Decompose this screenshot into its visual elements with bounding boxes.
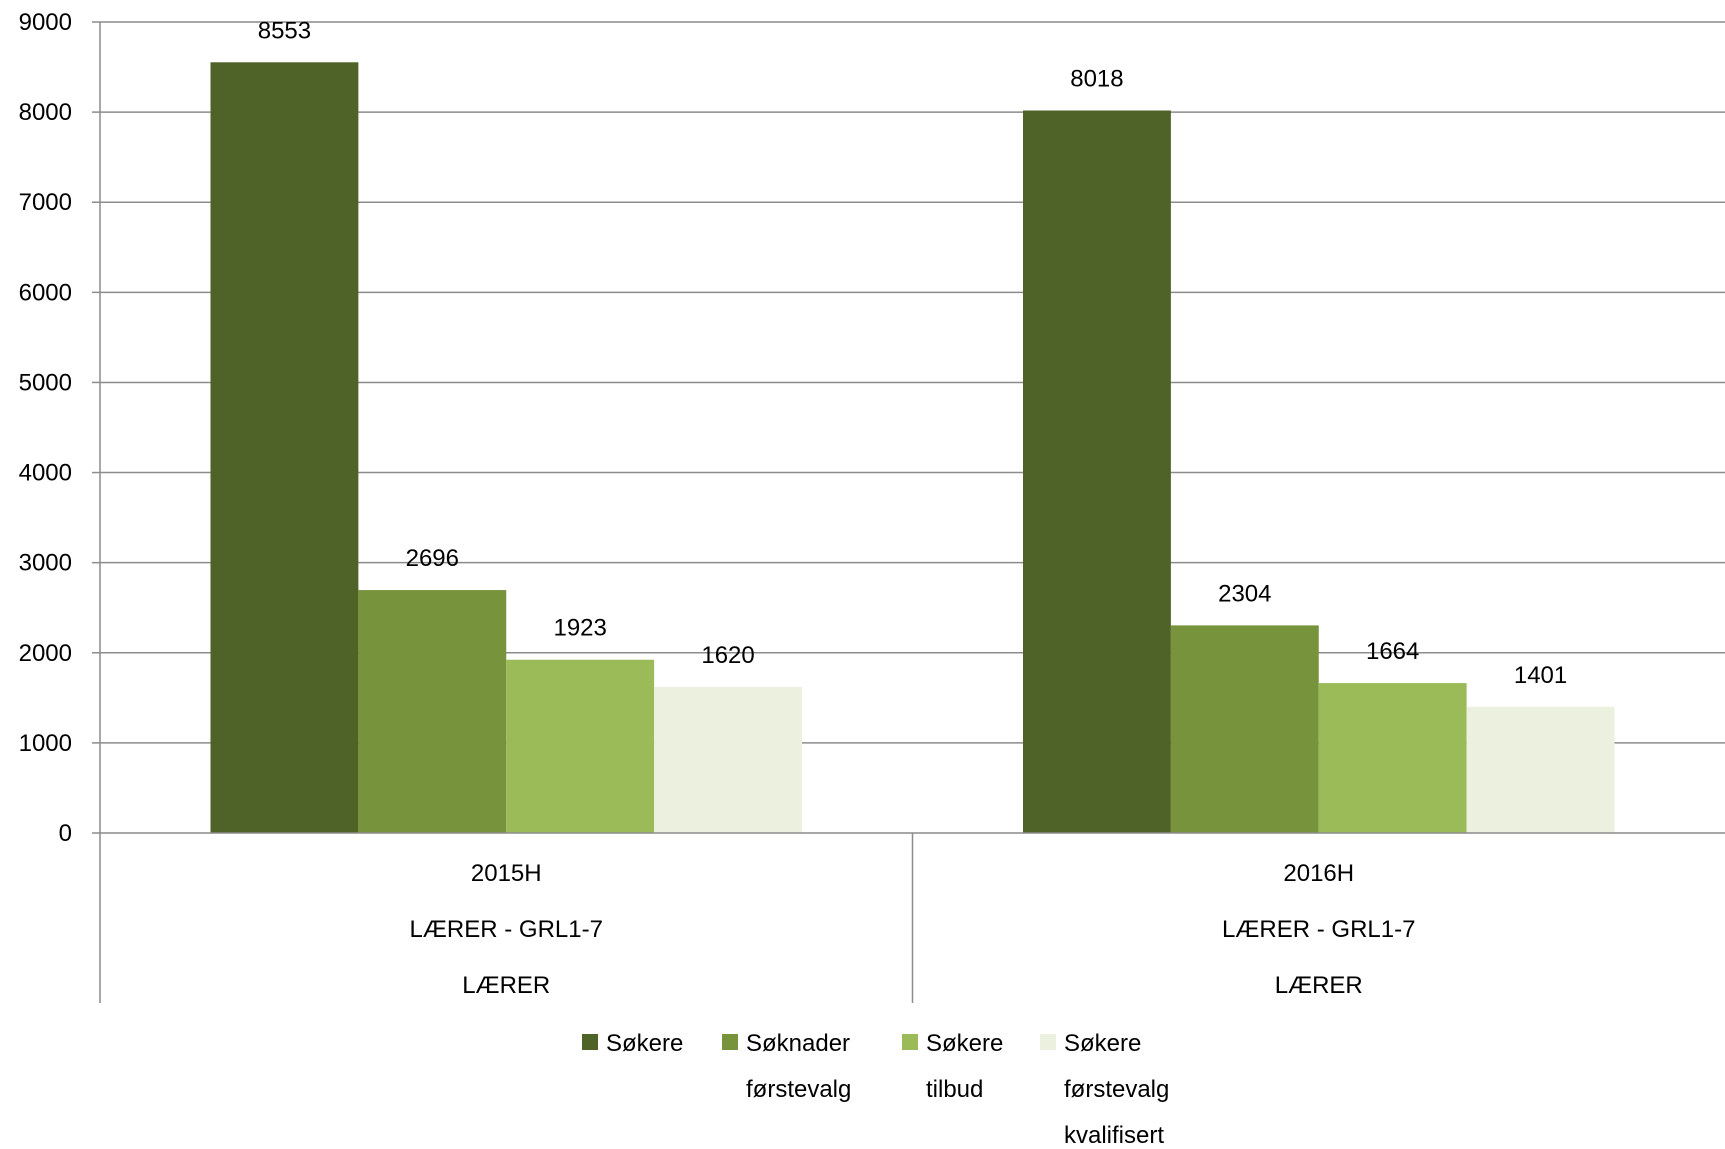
category-label: 2015H bbox=[471, 860, 542, 887]
data-label: 1620 bbox=[701, 642, 754, 669]
y-tick-label: 5000 bbox=[19, 369, 72, 396]
y-tick-label: 9000 bbox=[19, 9, 72, 36]
category-label: LÆRER - GRL1-7 bbox=[410, 916, 603, 943]
y-tick-label: 3000 bbox=[19, 550, 72, 577]
legend-label: tilbud bbox=[926, 1076, 983, 1103]
bar bbox=[506, 659, 655, 833]
bar bbox=[654, 687, 802, 833]
legend-swatch bbox=[582, 1034, 598, 1050]
y-tick-label: 0 bbox=[59, 820, 72, 847]
bar bbox=[1466, 706, 1615, 833]
bar bbox=[1170, 625, 1319, 833]
data-label: 8553 bbox=[258, 17, 311, 44]
category-label: LÆRER bbox=[462, 972, 550, 999]
legend-label: førstevalg bbox=[1064, 1076, 1169, 1103]
legend-label: Søknader bbox=[746, 1030, 850, 1057]
bars bbox=[210, 62, 1615, 834]
legend-label: Søkere bbox=[926, 1030, 1003, 1057]
y-tick-label: 2000 bbox=[19, 640, 72, 667]
y-tick-label: 6000 bbox=[19, 279, 72, 306]
data-label: 1664 bbox=[1366, 638, 1419, 665]
legend-swatch bbox=[902, 1034, 918, 1050]
bar bbox=[210, 62, 359, 834]
data-label: 1923 bbox=[553, 615, 606, 642]
data-label: 1401 bbox=[1514, 662, 1567, 689]
category-label: LÆRER - GRL1-7 bbox=[1222, 916, 1415, 943]
category-label: LÆRER bbox=[1275, 972, 1363, 999]
legend-swatch bbox=[722, 1034, 738, 1050]
legend-swatch bbox=[1040, 1034, 1056, 1050]
bar bbox=[1023, 110, 1171, 833]
data-label: 2696 bbox=[406, 545, 459, 572]
bar bbox=[1318, 683, 1467, 833]
legend-label: Søkere bbox=[1064, 1030, 1141, 1057]
legend-label: Søkere bbox=[606, 1030, 683, 1057]
axes bbox=[99, 22, 1725, 1003]
data-label: 8018 bbox=[1070, 65, 1123, 92]
data-labels: 8553 2696 1923 1620 8018 2304 1664 1401 bbox=[258, 17, 1568, 688]
y-tick-label: 8000 bbox=[19, 99, 72, 126]
category-labels: 2015H LÆRER - GRL1-7 LÆRER 2016H LÆRER - GRL… bbox=[410, 860, 1416, 999]
legend: Søkere Søknader førstevalg Søkere tilbud Søke… bbox=[582, 1030, 1169, 1149]
legend-label: førstevalg bbox=[746, 1076, 851, 1103]
bar bbox=[358, 590, 507, 833]
y-tick-label: 7000 bbox=[19, 189, 72, 216]
data-label: 2304 bbox=[1218, 580, 1271, 607]
category-label: 2016H bbox=[1283, 860, 1354, 887]
y-tick-label: 1000 bbox=[19, 730, 72, 757]
legend-label: kvalifisert bbox=[1064, 1122, 1164, 1149]
y-axis-ticks: 0 1000 2000 3000 4000 5000 6000 7000 8000 9000 bbox=[19, 9, 100, 847]
y-tick-label: 4000 bbox=[19, 460, 72, 487]
